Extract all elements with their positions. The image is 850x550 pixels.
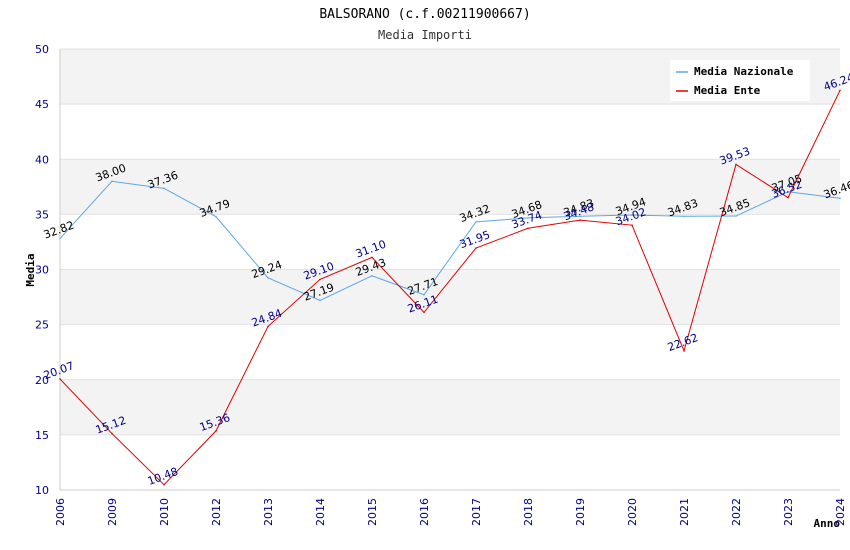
- data-point-media-ente: [111, 432, 113, 435]
- data-point-media-ente: [475, 247, 477, 249]
- y-tick-label: 50: [35, 43, 49, 56]
- data-point-media-nazionale: [683, 215, 685, 218]
- x-tick-label: 2018: [522, 498, 535, 526]
- y-tick-label: 30: [35, 264, 49, 277]
- y-tick-label: 15: [35, 429, 49, 442]
- data-point-media-nazionale: [163, 187, 165, 190]
- data-point-media-nazionale: [527, 217, 529, 219]
- y-tick-label: 45: [35, 98, 49, 111]
- data-point-media-ente: [163, 483, 165, 486]
- series-lines: [59, 89, 841, 486]
- x-tick-label: 2010: [158, 498, 171, 526]
- data-point-media-ente: [215, 430, 217, 432]
- data-point-media-nazionale: [579, 215, 581, 218]
- y-tick-label: 25: [35, 319, 49, 332]
- legend-label-media-ente: Media Ente: [694, 84, 761, 97]
- legend: Media Nazionale Media Ente: [670, 60, 810, 101]
- x-tick-label: 2009: [106, 498, 119, 526]
- grid-band: [60, 434, 840, 490]
- x-tick-label: 2015: [366, 498, 379, 526]
- y-tick-label: 20: [35, 374, 49, 387]
- x-tick-label: 2014: [314, 498, 327, 526]
- y-tick-label: 10: [35, 484, 49, 497]
- data-point-media-nazionale: [735, 215, 737, 217]
- chart-subtitle: Media Importi: [378, 28, 472, 42]
- x-axis-title: Anno: [814, 517, 841, 530]
- data-point-media-ente: [527, 227, 529, 230]
- x-tick-label: 2006: [54, 498, 67, 526]
- legend-label-media-nazionale: Media Nazionale: [694, 65, 794, 78]
- x-tick-label: 2016: [418, 498, 431, 526]
- data-point-media-nazionale: [787, 190, 789, 193]
- data-point-media-nazionale: [319, 299, 321, 302]
- data-point-media-nazionale: [267, 277, 269, 279]
- data-point-media-ente: [631, 224, 633, 226]
- y-tick-label: 35: [35, 208, 49, 221]
- data-point-media-nazionale: [631, 214, 633, 216]
- data-point-media-ente: [787, 196, 789, 199]
- grid: [60, 48, 840, 491]
- series-line-media-nazionale: [59, 180, 841, 302]
- x-tick-label: 2017: [470, 498, 483, 526]
- y-axis-title: Media: [24, 253, 37, 286]
- chart-title: BALSORANO (c.f.00211900667): [319, 7, 530, 22]
- grid-band: [60, 269, 840, 325]
- grid-band: [60, 324, 840, 380]
- x-tick-label: 2020: [626, 498, 639, 526]
- data-point-media-ente: [267, 325, 269, 328]
- axes: 10 15 20 25 30 35 40 45 50 2006 2009 2010 2012 2013 20…: [35, 43, 847, 526]
- y-tick-label: 40: [35, 153, 49, 166]
- data-point-media-ente: [423, 311, 425, 314]
- x-tick-label: 2012: [210, 498, 223, 526]
- grid-band: [60, 214, 840, 270]
- x-tick-label: 2013: [262, 498, 275, 526]
- data-point-media-ente: [579, 219, 581, 221]
- data-point-media-nazionale: [475, 221, 477, 223]
- series-line-media-ente: [59, 90, 841, 486]
- data-point-media-nazionale: [423, 293, 425, 296]
- data-point-media-nazionale: [215, 215, 217, 218]
- data-point-media-nazionale: [839, 197, 841, 200]
- grid-band: [60, 379, 840, 435]
- data-point-media-nazionale: [371, 274, 373, 277]
- data-point-media-ente: [319, 278, 321, 281]
- x-tick-label: 2019: [574, 498, 587, 526]
- data-point-media-ente: [735, 163, 737, 166]
- x-tick-label: 2022: [730, 498, 743, 526]
- x-tick-label: 2024: [834, 498, 847, 526]
- data-point-media-nazionale: [59, 237, 61, 240]
- grid-band: [60, 159, 840, 215]
- x-tick-label: 2023: [782, 498, 795, 526]
- data-point-media-ente: [371, 256, 373, 259]
- data-point-media-ente: [839, 89, 841, 92]
- legend-box: [670, 60, 810, 101]
- x-tick-label: 2021: [678, 498, 691, 526]
- data-point-media-ente: [683, 350, 685, 352]
- data-point-media-nazionale: [111, 180, 113, 183]
- grid-band: [60, 104, 840, 160]
- data-point-media-ente: [59, 378, 61, 380]
